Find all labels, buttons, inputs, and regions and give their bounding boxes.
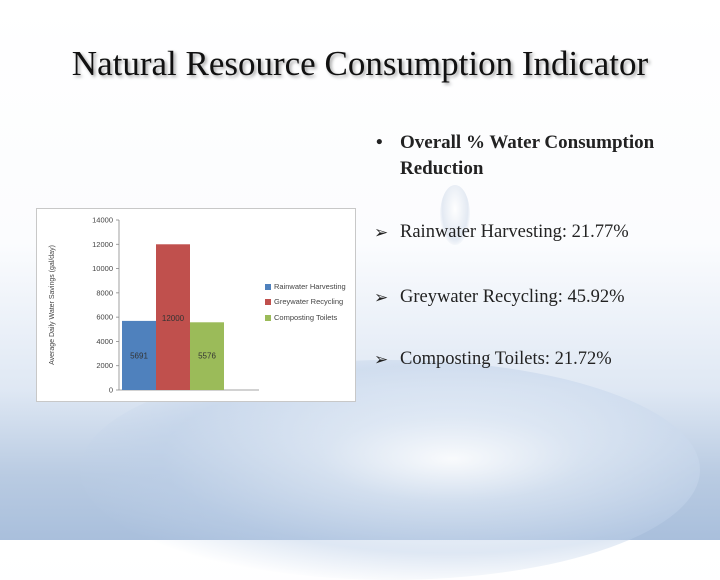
data-label: 5576 — [198, 351, 216, 360]
legend-swatch — [265, 315, 271, 321]
y-tick-label: 14000 — [92, 216, 113, 225]
y-axis-label: Average Daily Water Savings (gal/day) — [49, 245, 56, 365]
data-label: 12000 — [162, 314, 185, 323]
sub-bullet-text: Rainwater Harvesting: 21.77% — [400, 222, 629, 242]
main-bullet: • Overall % Water Consumption Reduction — [368, 130, 708, 182]
data-label: 5691 — [130, 351, 148, 360]
sub-bullet-composting: ➢ Composting Toilets: 21.72% — [368, 349, 612, 370]
sub-bullet-greywater: ➢ Greywater Recycling: 45.92% — [368, 287, 625, 308]
bar-composting-toilets — [190, 322, 224, 390]
sub-bullet-rainwater: ➢ Rainwater Harvesting: 21.77% — [368, 222, 629, 243]
y-tick-label: 12000 — [92, 240, 113, 249]
bar-greywater-recycling — [156, 244, 190, 390]
arrow-bullet-icon: ➢ — [374, 288, 389, 308]
y-tick-label: 10000 — [92, 264, 113, 273]
legend-entry: Composting Toilets — [274, 313, 337, 322]
legend-entry: Greywater Recycling — [274, 297, 343, 306]
y-tick-label: 4000 — [96, 337, 113, 346]
bar-rainwater-harvesting — [122, 320, 156, 390]
sub-bullet-text: Greywater Recycling: 45.92% — [400, 287, 625, 307]
bullet-list: • Overall % Water Consumption Reduction … — [368, 130, 708, 370]
bar-chart: 0 2000 4000 6000 8000 10000 12000 14000 Average … — [49, 216, 346, 395]
y-tick-label: 6000 — [96, 313, 113, 322]
legend-swatch — [265, 299, 271, 305]
main-bullet-text: Overall % Water Consumption Reduction — [400, 132, 655, 179]
sub-bullet-text: Composting Toilets: 21.72% — [400, 349, 612, 369]
arrow-bullet-icon: ➢ — [374, 350, 389, 370]
legend-entry: Rainwater Harvesting — [274, 282, 346, 291]
arrow-bullet-icon: ➢ — [374, 223, 389, 243]
legend-swatch — [265, 284, 271, 290]
y-tick-label: 2000 — [96, 361, 113, 370]
slide-title: Natural Resource Consumption Indicator — [71, 44, 649, 83]
y-tick-label: 8000 — [96, 288, 113, 297]
bullet-dot-icon: • — [376, 132, 383, 153]
y-tick-label: 0 — [109, 386, 113, 395]
chart-container: 0 2000 4000 6000 8000 10000 12000 14000 Average … — [36, 208, 356, 402]
water-drop-decoration — [440, 185, 470, 245]
